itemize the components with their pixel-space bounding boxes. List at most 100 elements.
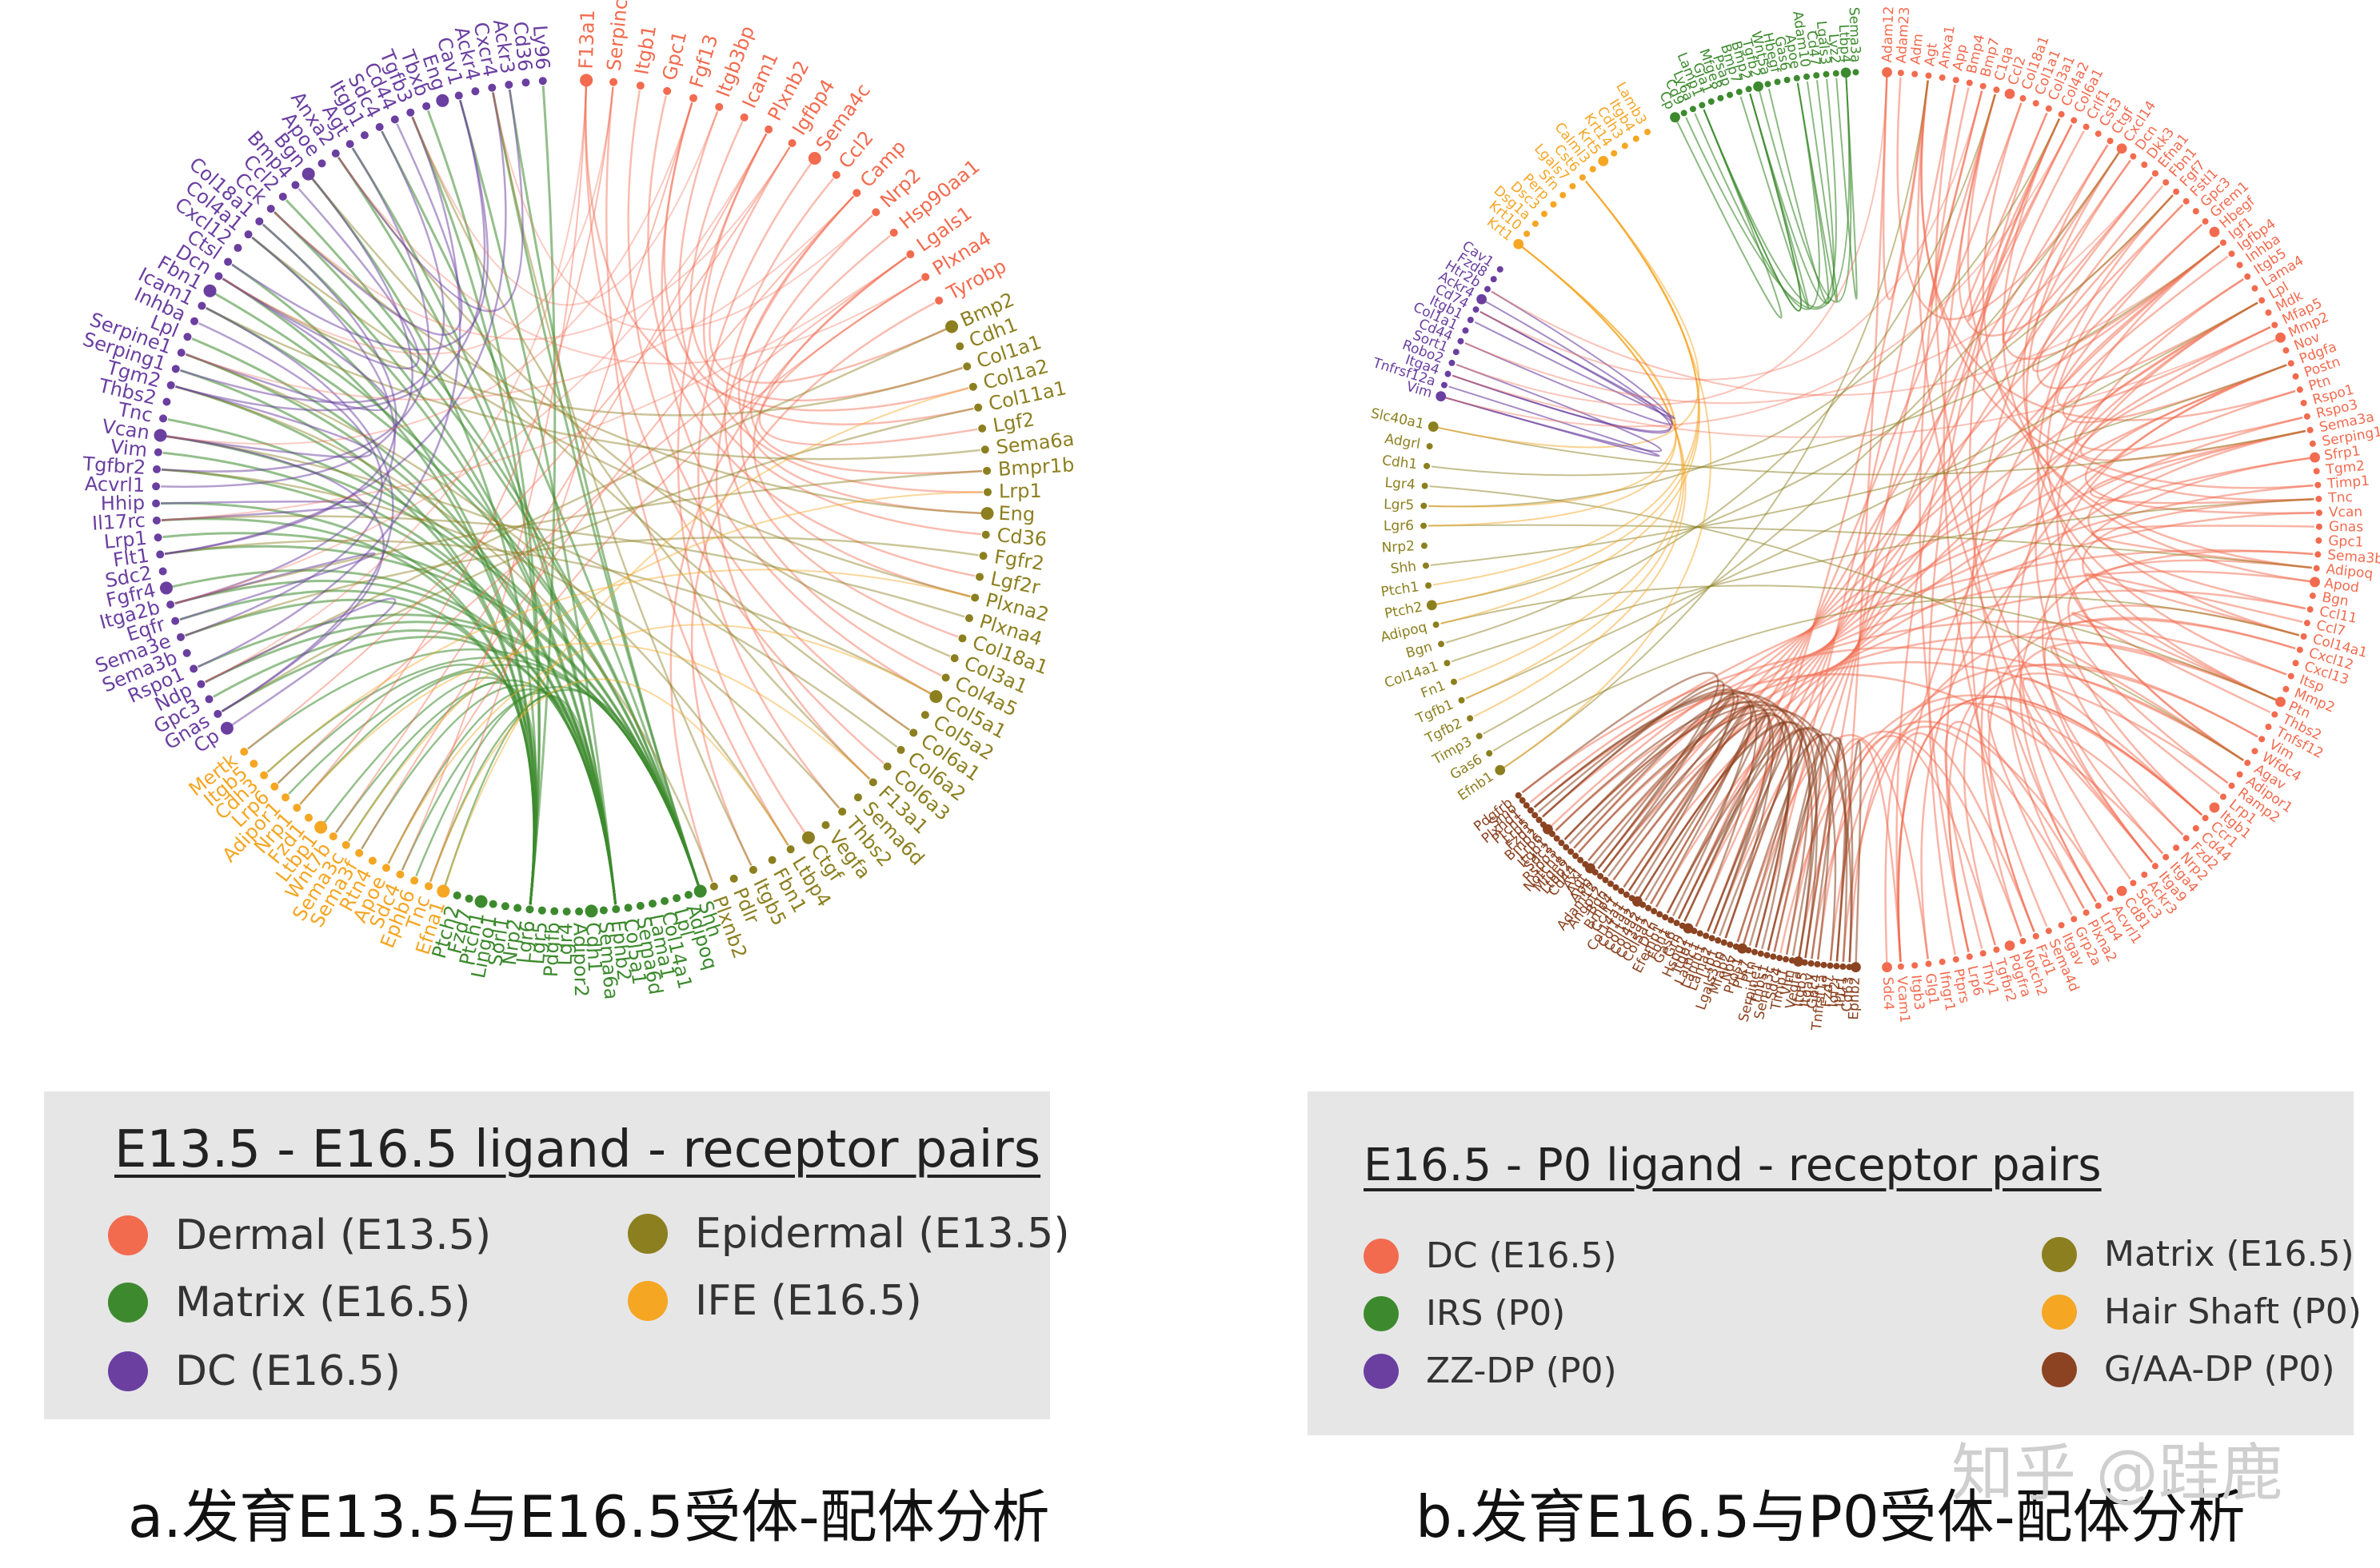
gene-node bbox=[2094, 130, 2102, 138]
gene-node bbox=[684, 891, 693, 900]
link bbox=[205, 327, 948, 683]
gene-node bbox=[1670, 112, 1680, 123]
link bbox=[411, 110, 719, 306]
link bbox=[274, 146, 791, 341]
gene-node bbox=[154, 533, 162, 542]
link bbox=[1432, 180, 1699, 586]
link bbox=[508, 89, 701, 888]
gene-node bbox=[1420, 542, 1428, 549]
link bbox=[1683, 325, 2271, 922]
gene-node bbox=[2314, 551, 2322, 558]
gene-node bbox=[1472, 306, 1480, 313]
link bbox=[1848, 725, 2085, 963]
link bbox=[1503, 180, 1712, 768]
legend-label: ZZ-DP (P0) bbox=[1426, 1351, 1617, 1391]
link bbox=[411, 116, 871, 780]
gene-node bbox=[2309, 440, 2316, 447]
gene-node bbox=[410, 876, 419, 885]
gene-node bbox=[1611, 150, 1618, 157]
gene-node bbox=[1770, 953, 1777, 960]
gene-label: Cdh1 bbox=[581, 922, 606, 973]
gene-node bbox=[2271, 711, 2278, 718]
link bbox=[205, 85, 587, 683]
gene-label: Nrp2 bbox=[1381, 538, 1415, 556]
gene-node bbox=[2306, 606, 2314, 613]
gene-label: Bmpr1b bbox=[997, 453, 1075, 481]
gene-node bbox=[976, 573, 984, 581]
gene-node bbox=[454, 91, 463, 100]
gene-node bbox=[1645, 904, 1652, 912]
chord-diagram-a: F13a1 Serpinc1Itgb1Gpc1Fgf13Itgb3bpIcam1P… bbox=[80, 0, 1075, 1000]
gene-node bbox=[1421, 482, 1428, 489]
link bbox=[2002, 130, 2221, 361]
legend-label: DC (E16.5) bbox=[1426, 1235, 1617, 1276]
gene-node bbox=[983, 466, 992, 475]
gene-node bbox=[1683, 923, 1694, 934]
legend-label: Epidermal (E13.5) bbox=[695, 1210, 1070, 1258]
gene-node bbox=[2300, 400, 2307, 407]
gene-node bbox=[980, 445, 989, 454]
gene-node bbox=[166, 381, 175, 389]
link bbox=[165, 102, 693, 445]
legend-dot bbox=[108, 1215, 148, 1255]
gene-node bbox=[1539, 821, 1547, 828]
link bbox=[1430, 364, 2287, 566]
caption-a: a.发育E13.5与E16.5受体-配体分析 bbox=[128, 1483, 1050, 1550]
link bbox=[2090, 525, 2314, 569]
gene-node bbox=[1527, 807, 1534, 814]
gene-label: Sdc4 bbox=[1879, 976, 1896, 1010]
gene-node bbox=[197, 680, 206, 688]
link bbox=[1428, 118, 2061, 508]
link bbox=[663, 102, 974, 425]
gene-node bbox=[2303, 413, 2310, 420]
link bbox=[1550, 457, 2310, 827]
link bbox=[274, 123, 463, 336]
gene-node bbox=[2202, 217, 2209, 225]
gene-label: Lgr4 bbox=[554, 923, 577, 966]
link bbox=[1703, 93, 1802, 312]
gene-node bbox=[1531, 220, 1539, 227]
link bbox=[1707, 80, 1929, 932]
gene-node bbox=[521, 78, 530, 87]
gene-node bbox=[2094, 902, 2102, 909]
gene-node bbox=[788, 139, 797, 148]
link bbox=[1465, 301, 2258, 700]
gene-node bbox=[390, 115, 399, 124]
gene-group: VimTnfrsf12aItga4Robo2Sort1Cd44Col1a1Itg… bbox=[1370, 238, 1503, 402]
legend-item: ZZ-DP (P0) bbox=[1364, 1351, 1617, 1391]
link bbox=[337, 157, 922, 365]
gene-node bbox=[1426, 443, 1433, 450]
link bbox=[1480, 90, 1983, 381]
gene-label: Eng bbox=[998, 502, 1036, 526]
link bbox=[740, 214, 959, 638]
gene-node bbox=[2244, 760, 2251, 767]
link bbox=[1884, 732, 2035, 963]
link bbox=[180, 130, 445, 404]
link bbox=[335, 133, 768, 833]
link bbox=[1492, 596, 2300, 752]
link bbox=[1982, 102, 2312, 569]
gene-node bbox=[2219, 239, 2226, 246]
link bbox=[1749, 80, 1835, 305]
gene-label: Lrp1 bbox=[999, 480, 1042, 502]
gene-node bbox=[2141, 162, 2148, 169]
gene-node bbox=[1757, 950, 1764, 957]
link bbox=[337, 89, 524, 313]
link bbox=[161, 501, 368, 521]
link bbox=[206, 307, 394, 712]
link bbox=[1452, 326, 2271, 438]
link bbox=[1987, 702, 2154, 916]
gene-group: F13a1 Serpinc1Itgb1Gpc1Fgf13Itgb3bpIcam1P… bbox=[575, 0, 1010, 305]
link bbox=[492, 92, 873, 332]
gene-node bbox=[1840, 67, 1851, 78]
link bbox=[2056, 278, 2244, 761]
gene-node bbox=[396, 870, 405, 879]
link bbox=[647, 95, 976, 577]
gene-node bbox=[1597, 872, 1604, 880]
gene-node bbox=[1715, 937, 1722, 944]
link bbox=[737, 195, 983, 515]
gene-node bbox=[381, 864, 390, 872]
gene-node bbox=[1820, 961, 1827, 968]
link bbox=[164, 539, 932, 696]
gene-node bbox=[956, 342, 964, 351]
